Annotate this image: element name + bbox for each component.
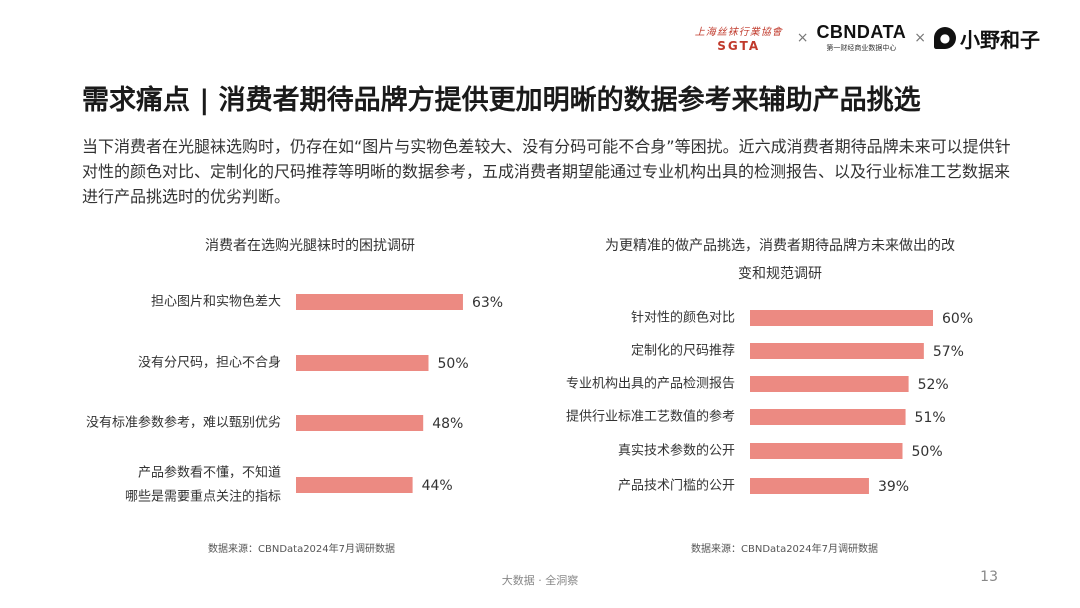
xiaoyehezi-logo: ● 小野和子 (934, 24, 1040, 53)
right-chart-bar (750, 343, 924, 359)
cbndata-logo-sub: 第一财经商业数据中心 (826, 44, 897, 52)
left-chart-bar (296, 355, 429, 371)
right-chart-source: 数据来源：CBNData2024年7月调研数据 (691, 544, 879, 555)
sgta-calligraphy: 上海丝袜行業協會 (694, 27, 783, 38)
right-chart-bar (750, 409, 906, 425)
right-chart-bar (750, 443, 903, 459)
left-chart-value-label: 48% (432, 416, 463, 432)
sgta-mark: SGTA (717, 39, 761, 53)
left-chart-bar (296, 415, 424, 431)
left-chart-source: 数据来源：CBNData2024年7月调研数据 (208, 544, 396, 555)
left-chart-value-label: 44% (422, 478, 453, 494)
left-chart-category-label: 没有分尺码，担心不合身 (138, 355, 281, 371)
left-chart-category-label: 产品参数看不懂，不知道 (138, 465, 281, 481)
right-chart-category-label: 定制化的尺码推荐 (631, 343, 735, 359)
right-chart-value-label: 51% (915, 410, 946, 426)
xiaoyehezi-logo-text: 小野和子 (960, 27, 1040, 52)
cbndata-logo: CBNDATA 第一财经商业数据中心 (816, 23, 906, 53)
right-chart-bar (750, 478, 869, 494)
left-chart-category-label: 没有标准参数参考，难以甄别优劣 (86, 415, 281, 431)
left-chart-value-label: 50% (438, 356, 469, 372)
right-chart-bar (750, 310, 933, 326)
right-chart-category-label: 提供行业标准工艺数值的参考 (566, 409, 735, 425)
logo-separator: × (796, 30, 809, 46)
left-chart-bar (296, 477, 413, 493)
page-number: 13 (980, 569, 998, 585)
logo-bar: 上海丝袜行業協會 SGTA × CBNDATA 第一财经商业数据中心 × ● 小… (689, 18, 1040, 58)
xiaoyehezi-logo-icon: ● (934, 27, 956, 49)
intro-paragraph: 当下消费者在光腿袜选购时，仍存在如“图片与实物色差较大、没有分码可能不合身”等困… (82, 137, 1011, 206)
left-chart-category-label: 担心图片和实物色差大 (151, 294, 281, 310)
sgta-logo: 上海丝袜行業協會 SGTA (689, 23, 789, 53)
left-chart-value-label: 63% (472, 295, 503, 311)
right-chart-value-label: 57% (933, 344, 964, 360)
right-chart-value-label: 52% (918, 377, 949, 393)
right-chart-value-label: 60% (942, 311, 973, 327)
left-chart-category-label: 哪些是需要重点关注的指标 (125, 489, 281, 505)
left-chart-title: 消费者在选购光腿袜时的困扰调研 (205, 238, 415, 254)
page-title: 需求痛点 | 消费者期待品牌方提供更加明晰的数据参考来辅助产品挑选 (82, 85, 921, 116)
cbndata-logo-main: CBNDATA (816, 22, 907, 42)
right-chart-category-label: 针对性的颜色对比 (631, 310, 735, 326)
footer-slogan: 大数据 · 全洞察 (501, 574, 579, 587)
right-chart-title: 为更精准的做产品挑选，消费者期待品牌方未来做出的改变和规范调研 (605, 238, 955, 282)
right-chart-category-label: 专业机构出具的产品检测报告 (566, 376, 735, 392)
left-chart-bar (296, 294, 463, 310)
logo-separator: × (914, 30, 926, 46)
right-chart-category-label: 真实技术参数的公开 (618, 443, 735, 459)
right-chart-value-label: 39% (878, 479, 909, 495)
right-chart-value-label: 50% (912, 444, 943, 460)
right-chart-category-label: 产品技术门槛的公开 (618, 478, 735, 494)
right-chart-bar (750, 376, 909, 392)
